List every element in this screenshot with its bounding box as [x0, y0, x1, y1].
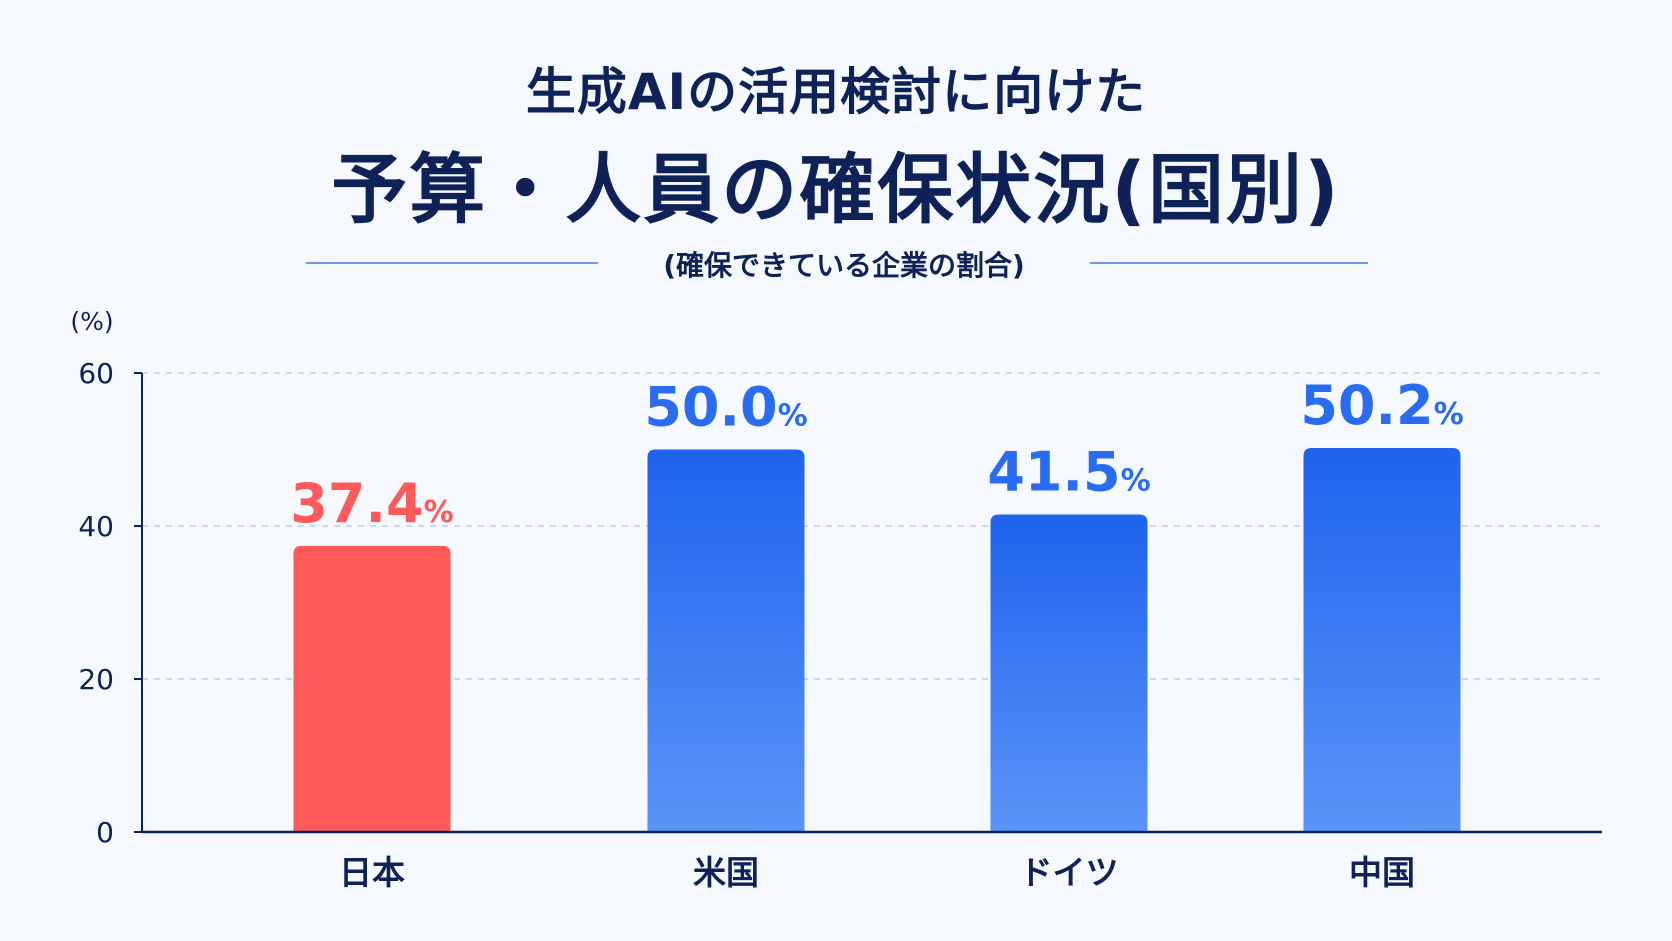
- value-number: 41.5: [987, 441, 1120, 504]
- value-unit: %: [778, 399, 808, 434]
- bar-layer: 37.4%50.0%41.5%50.2%: [290, 374, 1464, 832]
- axis-layer: 0 20 40 60 (%) 日本 米国 ドイツ 中国: [70, 307, 1602, 892]
- bar-1: [293, 545, 451, 832]
- y-tick-label: 0: [96, 816, 114, 849]
- subtitle-row: (確保できている企業の割合): [0, 244, 1672, 282]
- value-unit: %: [1121, 464, 1151, 499]
- value-unit: %: [424, 495, 454, 530]
- category-label: 中国: [1349, 853, 1415, 892]
- category-label: ドイツ: [1020, 853, 1119, 892]
- value-unit: %: [1434, 397, 1464, 432]
- value-number: 50.2: [1300, 374, 1433, 437]
- y-tick-label: 20: [78, 663, 114, 696]
- value-number: 37.4: [290, 472, 423, 535]
- value-label: 41.5%: [987, 441, 1150, 504]
- value-number: 50.0: [644, 376, 777, 439]
- chart-title-line2: 予算・人員の確保状況(国別): [331, 145, 1341, 234]
- category-label: 米国: [693, 853, 759, 892]
- bar-4: [1303, 447, 1461, 832]
- value-label: 37.4%: [290, 472, 453, 535]
- subtitle-rule-right: [1090, 262, 1368, 264]
- chart-subtitle: (確保できている企業の割合): [663, 249, 1025, 282]
- y-tick-label: 60: [78, 357, 114, 390]
- value-label: 50.2%: [1300, 374, 1463, 437]
- category-label: 日本: [339, 853, 405, 892]
- bar-2: [647, 449, 805, 832]
- y-axis-label: (%): [70, 307, 113, 336]
- bar-3: [990, 514, 1148, 832]
- subtitle-rule-left: [306, 262, 598, 264]
- chart-title-line1: 生成AIの活用検討に向けた: [525, 63, 1147, 121]
- y-tick-label: 40: [78, 510, 114, 543]
- value-label: 50.0%: [644, 376, 807, 439]
